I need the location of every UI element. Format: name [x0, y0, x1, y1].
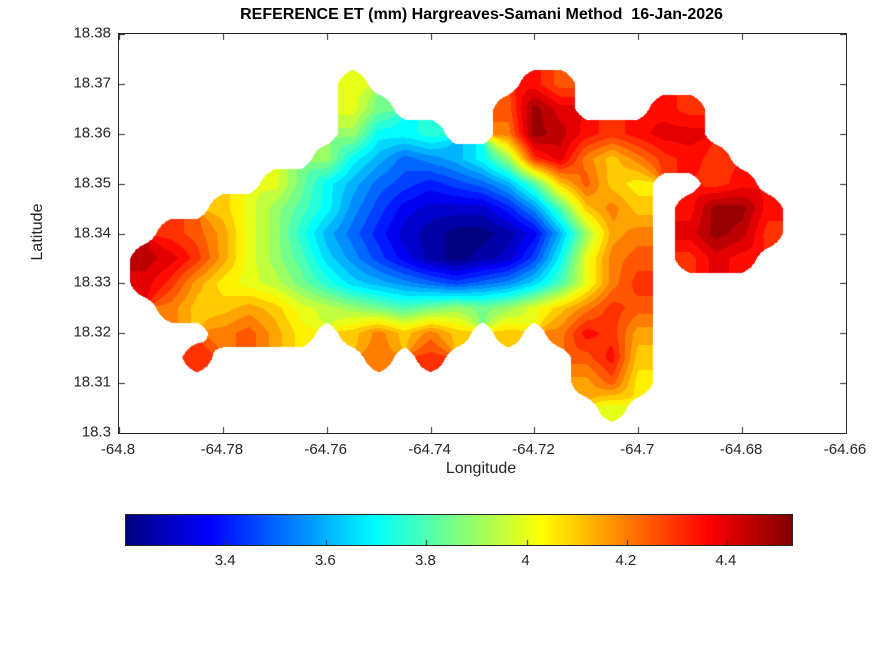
x-tick-label: -64.74 [408, 441, 451, 458]
colorbar [125, 514, 793, 546]
x-tick-label: -64.78 [200, 441, 244, 458]
y-tick-label: 18.33 [73, 273, 111, 291]
colorbar-tick-label: 4 [521, 552, 530, 569]
contour-map-canvas [119, 34, 846, 433]
colorbar-tick-label: 4.2 [615, 552, 637, 569]
x-tick-label: -64.66 [823, 441, 867, 458]
x-tick-label: -64.7 [620, 441, 655, 458]
y-tick-label: 18.34 [73, 224, 111, 241]
colorbar-tick-label: 3.4 [214, 552, 236, 569]
colorbar-tick-label: 3.6 [314, 552, 336, 569]
y-axis-label: Latitude [29, 203, 46, 261]
colorbar-tick-label: 3.8 [415, 552, 436, 569]
y-tick-label: 18.37 [73, 74, 111, 92]
x-tick-label: -64.76 [304, 441, 347, 458]
x-tick-label: -64.8 [100, 441, 136, 458]
colorbar-canvas [126, 515, 792, 545]
x-axis-label: Longitude [445, 460, 517, 477]
y-tick-label: 18.32 [73, 323, 111, 341]
y-tick-label: 18.38 [73, 24, 111, 42]
y-tick-label: 18.31 [73, 373, 111, 391]
x-tick-label: -64.72 [512, 441, 555, 458]
plot-area [118, 33, 847, 434]
y-tick-label: 18.3 [81, 423, 111, 441]
y-tick-label: 18.35 [73, 174, 111, 192]
chart-title: REFERENCE ET (mm) Hargreaves-Samani Meth… [240, 6, 723, 23]
x-tick-label: -64.68 [719, 441, 763, 458]
colorbar-tick-label: 4.4 [715, 552, 737, 569]
y-tick-label: 18.36 [73, 124, 111, 142]
